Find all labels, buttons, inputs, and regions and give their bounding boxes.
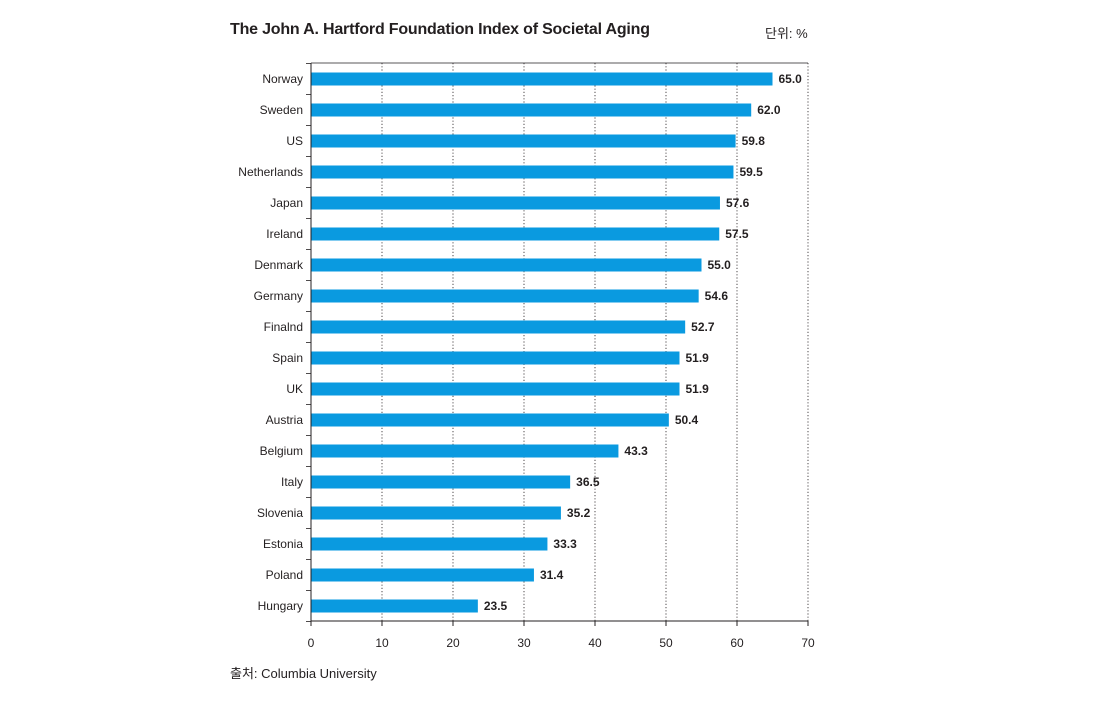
bar-finalnd	[311, 320, 686, 334]
value-label: 36.5	[576, 475, 600, 489]
labels: Norway 65.0 Sweden 62.0 US 59.8 Netherlands 59.…	[238, 72, 815, 650]
bar-uk	[311, 382, 680, 396]
value-label: 59.5	[739, 165, 763, 179]
bar-austria	[311, 413, 669, 427]
bar-us	[311, 134, 736, 148]
value-label: 62.0	[757, 103, 781, 117]
value-label: 52.7	[691, 320, 715, 334]
value-label: 65.0	[779, 72, 803, 86]
category-label: Ireland	[266, 227, 303, 241]
source-note: 출처: Columbia University	[230, 666, 377, 681]
bar-estonia	[311, 537, 548, 551]
bar-germany	[311, 289, 699, 303]
bars	[311, 72, 773, 613]
value-label: 33.3	[553, 537, 577, 551]
category-label: Denmark	[254, 258, 304, 272]
category-label: Belgium	[260, 444, 303, 458]
category-label: Austria	[266, 413, 304, 427]
gridlines	[381, 63, 809, 621]
bar-hungary	[311, 599, 478, 613]
bar-italy	[311, 475, 571, 489]
x-tick-label: 70	[801, 636, 815, 650]
category-label: Estonia	[263, 537, 303, 551]
category-label: Germany	[254, 289, 303, 303]
bar-spain	[311, 351, 680, 365]
x-tick-label: 10	[375, 636, 389, 650]
value-label: 51.9	[685, 382, 709, 396]
bar-japan	[311, 196, 720, 210]
unit-label: 단위: %	[765, 26, 808, 41]
x-tick-label: 20	[446, 636, 460, 650]
category-label: Netherlands	[238, 165, 303, 179]
x-tick-label: 50	[659, 636, 673, 650]
bar-denmark	[311, 258, 702, 272]
bar-slovenia	[311, 506, 561, 520]
bar-belgium	[311, 444, 619, 458]
category-label: Poland	[266, 568, 303, 582]
chart-title: The John A. Hartford Foundation Index of…	[230, 21, 650, 38]
category-label: Hungary	[258, 599, 303, 613]
value-label: 57.5	[725, 227, 749, 241]
value-label: 51.9	[685, 351, 709, 365]
category-label: Norway	[262, 72, 303, 86]
bar-netherlands	[311, 165, 734, 179]
category-label: UK	[286, 382, 303, 396]
x-tick-label: 60	[730, 636, 744, 650]
axes	[306, 62, 809, 626]
x-tick-label: 40	[588, 636, 602, 650]
value-label: 50.4	[675, 413, 699, 427]
value-label: 23.5	[484, 599, 508, 613]
x-tick-label: 30	[517, 636, 531, 650]
category-label: Spain	[272, 351, 303, 365]
value-label: 43.3	[624, 444, 648, 458]
bar-ireland	[311, 227, 720, 241]
value-label: 54.6	[705, 289, 729, 303]
bar-poland	[311, 568, 534, 582]
value-label: 31.4	[540, 568, 564, 582]
value-label: 55.0	[708, 258, 732, 272]
value-label: 35.2	[567, 506, 591, 520]
value-label: 57.6	[726, 196, 750, 210]
bar-norway	[311, 72, 773, 86]
category-label: Sweden	[260, 103, 303, 117]
x-tick-label: 0	[308, 636, 315, 650]
category-label: Japan	[270, 196, 303, 210]
category-label: Italy	[281, 475, 303, 489]
category-label: Slovenia	[257, 506, 303, 520]
bar-sweden	[311, 103, 752, 117]
category-label: Finalnd	[264, 320, 303, 334]
category-label: US	[286, 134, 303, 148]
value-label: 59.8	[742, 134, 766, 148]
